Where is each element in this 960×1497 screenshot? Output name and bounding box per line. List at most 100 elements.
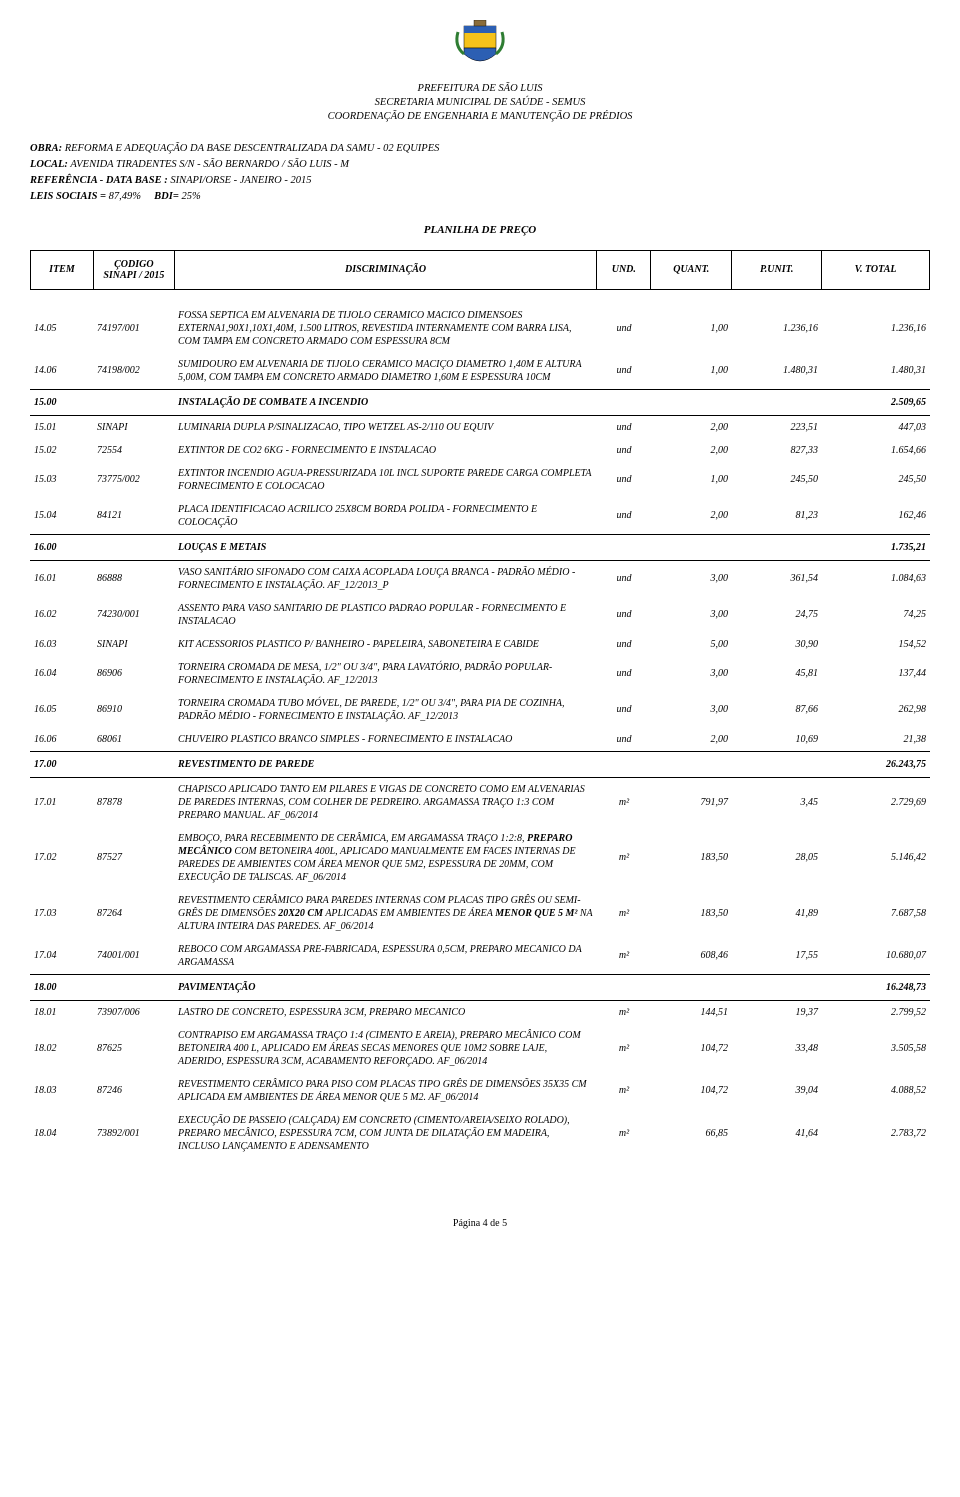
ref-label: REFERÊNCIA - DATA BASE : (30, 175, 168, 186)
cell-code: 86910 (93, 692, 174, 728)
cell-unit: 41,89 (732, 889, 822, 938)
cell-unit: 17,55 (732, 938, 822, 975)
cell-unit (732, 974, 822, 1000)
cell-code: SINAPI (93, 415, 174, 439)
table-row: 15.0484121PLACA IDENTIFICACAO ACRILICO 2… (30, 498, 930, 535)
section-row: 17.00REVESTIMENTO DE PAREDE26.243,75 (30, 751, 930, 777)
section-row: 15.00INSTALAÇÃO DE COMBATE A INCENDIO2.5… (30, 389, 930, 415)
cell-total: 2.799,52 (822, 1000, 930, 1024)
cell-code: 87625 (93, 1024, 174, 1073)
cell-unit: 28,05 (732, 827, 822, 889)
cell-desc: EXECUÇÃO DE PASSEIO (CALÇADA) EM CONCRET… (174, 1109, 597, 1158)
cell-desc: LUMINARIA DUPLA P/SINALIZACAO, TIPO WETZ… (174, 415, 597, 439)
cell-unit: 81,23 (732, 498, 822, 535)
cell-code: 74197/001 (93, 304, 174, 353)
table-row: 16.0668061CHUVEIRO PLASTICO BRANCO SIMPL… (30, 728, 930, 752)
cell-unit: 19,37 (732, 1000, 822, 1024)
cell-und: und (597, 415, 651, 439)
cell-und: m² (597, 1109, 651, 1158)
cell-desc: EXTINTOR INCENDIO AGUA-PRESSURIZADA 10L … (174, 462, 597, 498)
cell-desc: SUMIDOURO EM ALVENARIA DE TIJOLO CERAMIC… (174, 353, 597, 390)
cell-qty: 1,00 (651, 353, 732, 390)
cell-desc: VASO SANITÁRIO SIFONADO COM CAIXA ACOPLA… (174, 560, 597, 597)
cell-total: 2.729,69 (822, 777, 930, 827)
cell-und: m² (597, 1073, 651, 1109)
cell-item: 16.00 (30, 534, 93, 560)
cell-desc: CONTRAPISO EM ARGAMASSA TRAÇO 1:4 (CIMEN… (174, 1024, 597, 1073)
cell-code: 68061 (93, 728, 174, 752)
ref-value: SINAPI/ORSE - JANEIRO - 2015 (170, 175, 311, 186)
col-item: ITEM (31, 250, 94, 289)
col-quant: QUANT. (651, 250, 732, 289)
cell-und: und (597, 633, 651, 656)
cell-code: 73892/001 (93, 1109, 174, 1158)
cell-unit (732, 534, 822, 560)
cell-total: 4.088,52 (822, 1073, 930, 1109)
cell-unit: 361,54 (732, 560, 822, 597)
crest-icon (450, 20, 510, 74)
table-row: 18.0387246REVESTIMENTO CERÂMICO PARA PIS… (30, 1073, 930, 1109)
cell-code: 87527 (93, 827, 174, 889)
leis-value: 87,49% (109, 191, 141, 202)
cell-code (93, 534, 174, 560)
cell-code (93, 751, 174, 777)
table-row: 16.0486906TORNEIRA CROMADA DE MESA, 1/2"… (30, 656, 930, 692)
cell-unit: 3,45 (732, 777, 822, 827)
cell-item: 16.04 (30, 656, 93, 692)
cell-code: 86906 (93, 656, 174, 692)
cell-item: 17.04 (30, 938, 93, 975)
cell-und: m² (597, 938, 651, 975)
cell-total: 162,46 (822, 498, 930, 535)
cell-code: 73907/006 (93, 1000, 174, 1024)
cell-desc: REVESTIMENTO DE PAREDE (174, 751, 597, 777)
cell-und: m² (597, 1000, 651, 1024)
table-row: 18.0473892/001EXECUÇÃO DE PASSEIO (CALÇA… (30, 1109, 930, 1158)
cell-item: 16.06 (30, 728, 93, 752)
table-row: 15.0373775/002EXTINTOR INCENDIO AGUA-PRE… (30, 462, 930, 498)
cell-item: 17.01 (30, 777, 93, 827)
cell-und: m² (597, 827, 651, 889)
table-row: 16.0186888VASO SANITÁRIO SIFONADO COM CA… (30, 560, 930, 597)
cell-und: und (597, 498, 651, 535)
cell-desc: TORNEIRA CROMADA DE MESA, 1/2" OU 3/4", … (174, 656, 597, 692)
cell-qty: 2,00 (651, 439, 732, 462)
cell-qty: 2,00 (651, 728, 732, 752)
cell-desc: LOUÇAS E METAIS (174, 534, 597, 560)
cell-qty: 144,51 (651, 1000, 732, 1024)
cell-total: 5.146,42 (822, 827, 930, 889)
cell-total: 245,50 (822, 462, 930, 498)
bdi-label: BDI= (154, 191, 179, 202)
cell-und: m² (597, 1024, 651, 1073)
cell-und: und (597, 597, 651, 633)
cell-code: 87878 (93, 777, 174, 827)
cell-unit: 827,33 (732, 439, 822, 462)
cell-desc: PLACA IDENTIFICACAO ACRILICO 25X8CM BORD… (174, 498, 597, 535)
cell-total: 1.735,21 (822, 534, 930, 560)
cell-desc: REBOCO COM ARGAMASSA PRE-FABRICADA, ESPE… (174, 938, 597, 975)
cell-desc: EMBOÇO, PARA RECEBIMENTO DE CERÂMICA, EM… (174, 827, 597, 889)
table-row: 17.0187878CHAPISCO APLICADO TANTO EM PIL… (30, 777, 930, 827)
section-row: 18.00PAVIMENTAÇÃO16.248,73 (30, 974, 930, 1000)
cell-desc: ASSENTO PARA VASO SANITARIO DE PLASTICO … (174, 597, 597, 633)
section-row: 16.00 LOUÇAS E METAIS 1.735,21 (30, 534, 930, 560)
cell-item: 15.01 (30, 415, 93, 439)
cell-total: 16.248,73 (822, 974, 930, 1000)
cell-unit: 1.480,31 (732, 353, 822, 390)
cell-qty: 1,00 (651, 304, 732, 353)
cell-total: 74,25 (822, 597, 930, 633)
cell-und: m² (597, 889, 651, 938)
cell-qty (651, 751, 732, 777)
obra-label: OBRA: (30, 143, 62, 154)
cell-code: 86888 (93, 560, 174, 597)
cell-item: 16.05 (30, 692, 93, 728)
col-desc: DISCRIMINAÇÃO (174, 250, 597, 289)
cell-item: 15.03 (30, 462, 93, 498)
cell-und: und (597, 462, 651, 498)
cell-item: 18.01 (30, 1000, 93, 1024)
cell-und (597, 389, 651, 415)
cell-qty: 104,72 (651, 1073, 732, 1109)
cell-unit: 10,69 (732, 728, 822, 752)
cell-code (93, 974, 174, 1000)
table-row: 18.0173907/006LASTRO DE CONCRETO, ESPESS… (30, 1000, 930, 1024)
cell-unit: 33,48 (732, 1024, 822, 1073)
